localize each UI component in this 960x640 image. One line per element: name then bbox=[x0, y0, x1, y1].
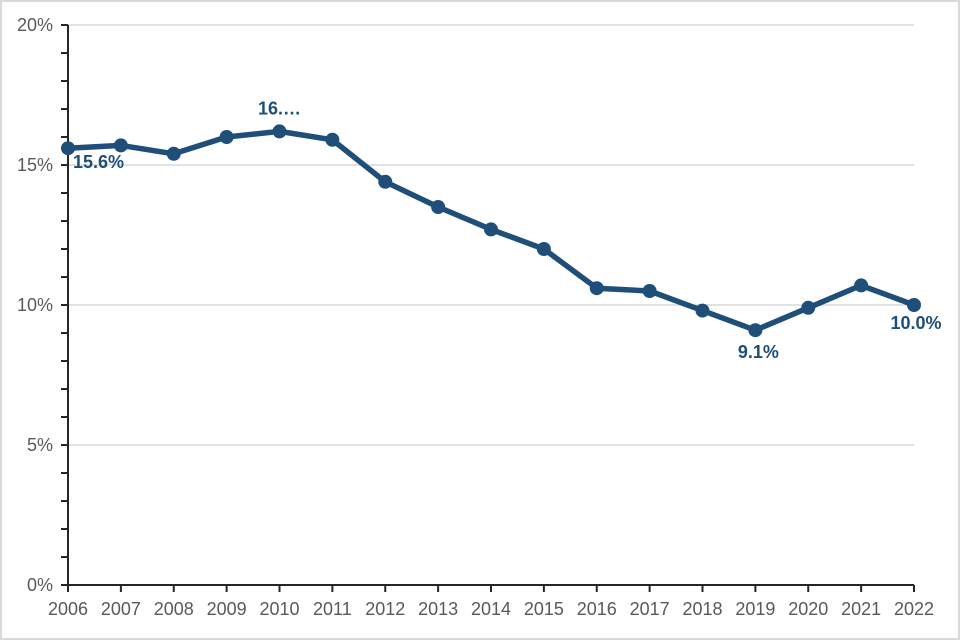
data-label-2019: 9.1% bbox=[738, 342, 779, 362]
x-tick-label-2022: 2022 bbox=[894, 599, 934, 619]
data-point-2016 bbox=[589, 281, 604, 296]
data-label-2010: 16.… bbox=[258, 98, 301, 118]
y-tick-label-10%: 10% bbox=[17, 295, 53, 315]
data-point-2007 bbox=[113, 138, 128, 153]
x-tick-label-2020: 2020 bbox=[788, 599, 828, 619]
data-point-2014 bbox=[484, 222, 498, 237]
x-tick-label-2017: 2017 bbox=[630, 599, 670, 619]
x-tick-label-2013: 2013 bbox=[418, 599, 458, 619]
data-point-2013 bbox=[431, 200, 446, 214]
x-tick-label-2008: 2008 bbox=[154, 599, 194, 619]
data-point-2012 bbox=[378, 174, 393, 189]
x-tick-label-2015: 2015 bbox=[524, 599, 564, 619]
x-tick-label-2016: 2016 bbox=[577, 599, 617, 619]
x-tick-label-2019: 2019 bbox=[735, 599, 775, 619]
x-tick-label-2012: 2012 bbox=[365, 599, 405, 619]
y-tick-label-5%: 5% bbox=[27, 435, 53, 455]
y-tick-label-0%: 0% bbox=[27, 575, 53, 595]
data-point-2017 bbox=[642, 284, 657, 298]
data-point-2019 bbox=[748, 323, 763, 338]
data-point-2020 bbox=[801, 300, 816, 315]
data-point-2010 bbox=[272, 124, 287, 139]
data-label-2006: 15.6% bbox=[73, 152, 124, 172]
x-tick-label-2018: 2018 bbox=[682, 599, 722, 619]
data-point-2018 bbox=[695, 303, 710, 318]
data-point-2009 bbox=[219, 130, 234, 144]
y-tick-label-15%: 15% bbox=[17, 155, 53, 175]
x-tick-label-2011: 2011 bbox=[313, 599, 352, 619]
data-point-2022 bbox=[907, 298, 921, 312]
x-tick-label-2006: 2006 bbox=[48, 599, 88, 619]
x-tick-label-2014: 2014 bbox=[471, 599, 511, 619]
data-point-2021 bbox=[854, 278, 869, 293]
data-point-2008 bbox=[166, 146, 181, 161]
x-tick-label-2021: 2021 bbox=[841, 599, 881, 619]
data-label-2022: 10.0% bbox=[890, 313, 941, 333]
data-point-2015 bbox=[536, 242, 551, 256]
data-point-2011 bbox=[325, 132, 340, 147]
x-tick-label-2010: 2010 bbox=[259, 599, 299, 619]
x-tick-label-2009: 2009 bbox=[207, 599, 247, 619]
data-point-2006 bbox=[61, 141, 75, 156]
x-tick-label-2007: 2007 bbox=[101, 599, 141, 619]
y-tick-label-20%: 20% bbox=[17, 15, 53, 35]
